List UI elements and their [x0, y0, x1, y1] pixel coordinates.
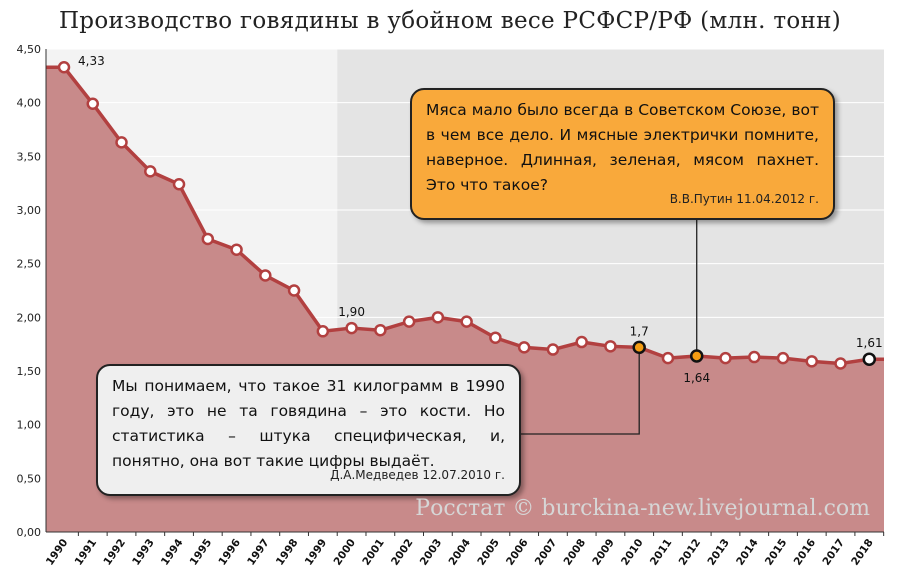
data-point: [259, 269, 272, 282]
data-point: [604, 340, 617, 353]
x-tick-label: 2012: [677, 537, 704, 568]
data-point: [172, 177, 186, 191]
x-tick-label: 1994: [159, 537, 186, 568]
y-tick-label: 1,00: [17, 419, 42, 432]
data-point: [460, 315, 473, 328]
data-point: [230, 243, 243, 256]
data-label: 1,64: [683, 371, 710, 385]
medvedev-quote-text: Мы понимаем, что такое 31 килограмм в 19…: [112, 377, 505, 470]
data-point: [86, 97, 100, 110]
x-tick-label: 1996: [216, 537, 243, 568]
x-tick-label: 2018: [849, 537, 876, 568]
medvedev-quote-attribution: Д.А.Медведев 12.07.2010 г.: [330, 468, 505, 482]
x-tick-label: 2013: [705, 537, 732, 568]
data-point: [862, 352, 877, 366]
x-tick-label: 2000: [331, 537, 358, 568]
data-point: [57, 60, 71, 74]
y-tick-label: 0,50: [17, 472, 42, 485]
data-point: [805, 355, 819, 368]
x-tick-label: 1997: [245, 537, 272, 568]
putin-quote-callout: Мяса мало было всегда в Советском Союзе,…: [410, 88, 835, 220]
data-point: [719, 351, 732, 365]
x-tick-label: 2014: [734, 537, 761, 568]
data-point: [661, 351, 675, 365]
x-tick-label: 2011: [648, 537, 675, 568]
x-tick-label: 1991: [73, 537, 100, 568]
y-tick-label: 4,50: [17, 43, 42, 56]
data-label: 1,61: [856, 336, 883, 350]
data-point: [144, 165, 157, 178]
putin-quote-text: Мяса мало было всегда в Советском Союзе,…: [426, 101, 819, 194]
x-tick-label: 2002: [389, 537, 416, 568]
data-point: [115, 136, 128, 149]
data-label: 1,90: [338, 305, 365, 319]
page-title: Производство говядины в убойном весе РСФ…: [58, 8, 842, 34]
data-label: 4,33: [78, 54, 105, 68]
x-tick-label: 2009: [590, 537, 617, 568]
x-tick-label: 2017: [820, 537, 847, 568]
x-tick-label: 2010: [619, 537, 646, 568]
data-point: [345, 321, 358, 335]
data-point: [517, 341, 531, 354]
data-point: [316, 325, 330, 338]
x-tick-label: 1992: [101, 537, 128, 568]
data-point: [287, 284, 301, 297]
y-tick-label: 3,00: [17, 204, 42, 217]
x-tick-label: 1999: [303, 537, 330, 568]
data-point: [834, 357, 847, 370]
medvedev-quote-callout: Мы понимаем, что такое 31 килограмм в 19…: [96, 364, 521, 496]
x-tick-label: 2008: [562, 537, 589, 568]
putin-quote-attribution: В.В.Путин 11.04.2012 г.: [669, 192, 819, 206]
data-point: [201, 232, 215, 246]
data-point: [546, 343, 560, 356]
x-tick-label: 1993: [130, 537, 157, 568]
y-tick-label: 0,00: [17, 526, 42, 539]
medvedev-callout-connector: [519, 347, 640, 435]
x-tick-label: 2004: [446, 537, 473, 568]
x-tick-label: 2015: [763, 537, 790, 568]
y-tick-label: 2,00: [17, 311, 42, 324]
data-point: [431, 311, 445, 324]
data-point: [747, 350, 761, 364]
x-tick-label: 2003: [418, 537, 445, 568]
data-point: [575, 335, 588, 349]
y-tick-label: 4,00: [17, 97, 42, 110]
y-tick-label: 3,50: [17, 150, 42, 163]
x-tick-label: 2005: [475, 537, 502, 568]
x-tick-label: 2007: [533, 537, 560, 568]
x-tick-label: 1995: [188, 537, 215, 568]
source-watermark: Росстат © burckina-new.livejournal.com: [415, 496, 870, 521]
x-tick-label: 2001: [360, 537, 387, 568]
data-point: [689, 349, 704, 363]
x-tick-label: 2016: [792, 537, 819, 568]
x-tick-label: 2006: [504, 537, 531, 568]
data-point: [402, 315, 416, 328]
y-tick-label: 1,50: [17, 365, 42, 378]
x-tick-label: 1998: [274, 537, 301, 568]
y-tick-label: 2,50: [17, 258, 42, 271]
data-point: [776, 351, 790, 365]
x-tick-label: 1990: [44, 537, 71, 568]
data-point: [632, 340, 646, 355]
data-point: [489, 331, 502, 344]
data-point: [374, 323, 387, 337]
data-label: 1,7: [630, 324, 649, 338]
